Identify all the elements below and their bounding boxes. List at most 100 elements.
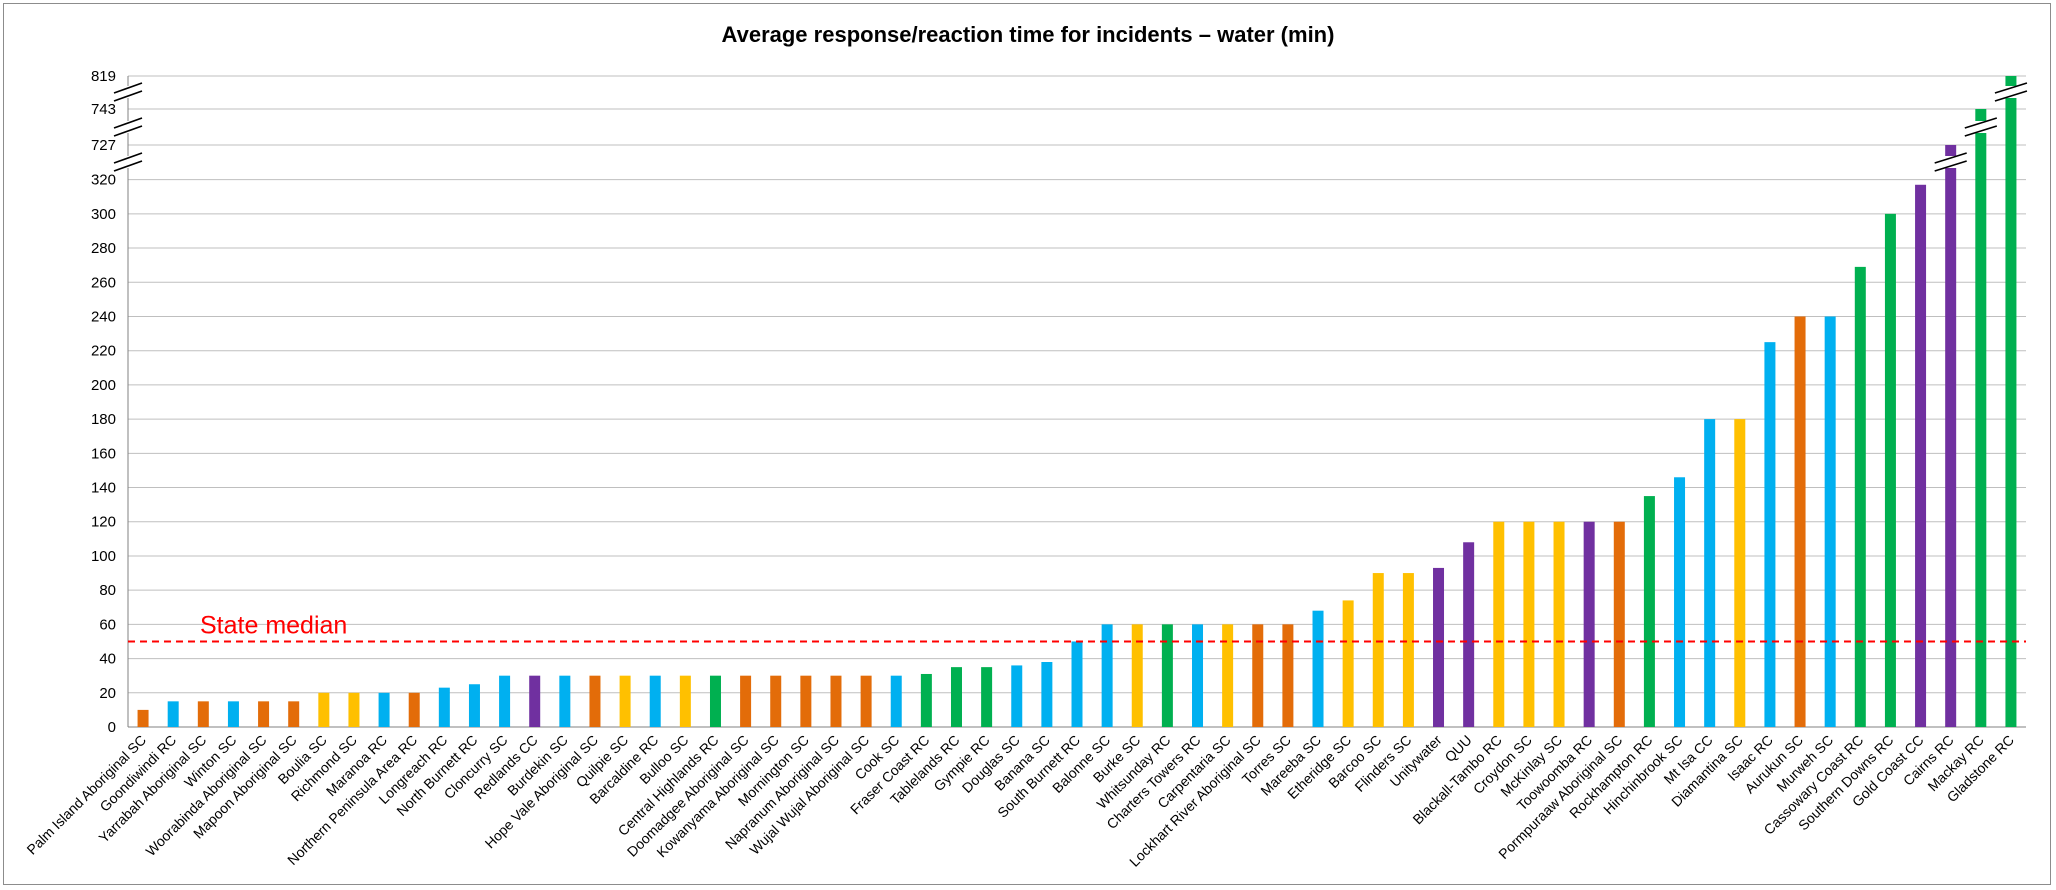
- y-tick-label: 220: [91, 343, 116, 360]
- bar: [348, 692, 360, 727]
- axis-break-mask: [116, 86, 140, 98]
- bar: [1854, 266, 1866, 727]
- bar: [408, 692, 420, 727]
- y-tick-label: 320: [91, 172, 116, 189]
- bar: [1463, 542, 1475, 727]
- bar: [2005, 76, 2017, 727]
- axis-break-mark: [113, 90, 143, 102]
- bar: [920, 673, 932, 727]
- bar-break-mark: [1964, 125, 1998, 137]
- bar: [1493, 521, 1505, 727]
- bar: [830, 675, 842, 727]
- bar: [1252, 624, 1264, 727]
- bar: [1101, 624, 1113, 727]
- state-median-label: State median: [200, 611, 347, 639]
- axis-break-mark: [113, 82, 143, 94]
- bar: [1071, 641, 1083, 727]
- x-tick-label: Palm Island Aboriginal SC: [23, 732, 149, 858]
- axis-break-mark: [113, 160, 143, 172]
- bar-break-mask: [1996, 86, 2025, 98]
- y-tick-label: 727: [91, 137, 116, 154]
- bar: [589, 675, 601, 727]
- y-tick-label: 240: [91, 308, 116, 325]
- bar: [1764, 342, 1776, 727]
- bar: [1613, 521, 1625, 727]
- bar: [770, 675, 782, 727]
- y-tick-label: 280: [91, 240, 116, 257]
- y-tick-label: 819: [91, 68, 116, 85]
- y-tick-label: 40: [99, 651, 116, 668]
- bar: [1282, 624, 1294, 727]
- axis-break-mark: [113, 152, 143, 164]
- bar: [1011, 665, 1023, 727]
- bar: [1643, 496, 1655, 727]
- bar: [468, 684, 480, 727]
- y-tick-label: 140: [91, 480, 116, 497]
- bar: [258, 701, 270, 727]
- y-tick-label: 60: [99, 616, 116, 633]
- bar: [1945, 145, 1957, 727]
- y-tick-label: 100: [91, 548, 116, 565]
- bar: [981, 667, 993, 727]
- bar: [709, 675, 721, 727]
- bar: [499, 675, 511, 727]
- axis-break-mask: [116, 121, 140, 133]
- bar: [1915, 184, 1927, 727]
- bar: [740, 675, 752, 727]
- bar: [378, 692, 390, 727]
- bar: [1794, 316, 1806, 727]
- bar: [559, 675, 571, 727]
- y-tick-label: 180: [91, 411, 116, 428]
- bar: [529, 675, 541, 727]
- bar-break-mask: [1936, 156, 1965, 168]
- bar-break-mark: [1964, 117, 1998, 129]
- bar: [1222, 624, 1234, 727]
- chart-title: Average response/reaction time for incid…: [721, 22, 1335, 47]
- bar: [1704, 419, 1716, 727]
- bar: [1674, 477, 1686, 727]
- bar: [318, 692, 330, 727]
- y-tick-label: 260: [91, 274, 116, 291]
- y-tick-label: 120: [91, 514, 116, 531]
- bar: [1975, 109, 1987, 727]
- y-tick-label: 160: [91, 445, 116, 462]
- bar: [137, 709, 149, 727]
- bar: [1824, 316, 1836, 727]
- bar-break-mark: [1934, 152, 1967, 164]
- y-tick-label: 0: [108, 719, 116, 736]
- bar: [1884, 213, 1896, 728]
- bar: [800, 675, 812, 727]
- bar: [1312, 610, 1324, 727]
- bar-break-mark: [1934, 160, 1967, 172]
- bar: [1041, 662, 1053, 727]
- bar: [227, 701, 239, 727]
- y-tick-label: 80: [99, 582, 116, 599]
- bar-break-mask: [1966, 121, 1995, 133]
- axis-break-mask: [116, 156, 140, 168]
- bar: [1192, 624, 1204, 727]
- bar: [1342, 600, 1354, 727]
- y-tick-label: 20: [99, 685, 116, 702]
- bar: [197, 701, 209, 727]
- bar-break-mark: [1994, 82, 2028, 94]
- bar-break-mark: [1994, 90, 2028, 102]
- bar: [679, 675, 691, 727]
- bar: [1433, 567, 1445, 727]
- bar: [860, 675, 872, 727]
- bar: [1402, 573, 1414, 727]
- y-tick-label: 200: [91, 377, 116, 394]
- axis-break-mark: [113, 125, 143, 137]
- bar: [1553, 521, 1565, 727]
- bar: [950, 667, 962, 727]
- bar: [1734, 419, 1746, 727]
- axis-break-mark: [113, 117, 143, 129]
- bar: [1523, 521, 1535, 727]
- bar: [167, 701, 179, 727]
- y-tick-label: 743: [91, 101, 116, 118]
- bar: [619, 675, 631, 727]
- bar: [1161, 624, 1173, 727]
- bar: [1372, 573, 1384, 727]
- bar: [649, 675, 661, 727]
- bar: [438, 687, 450, 727]
